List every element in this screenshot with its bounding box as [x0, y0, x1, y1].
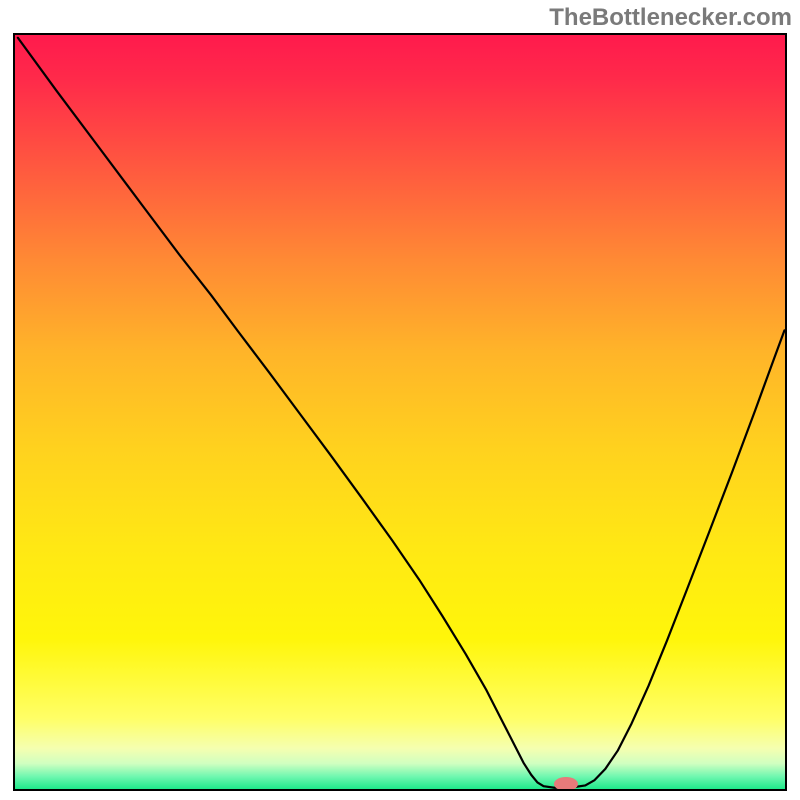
chart-container: TheBottlenecker.com	[0, 0, 800, 800]
bottleneck-chart	[0, 0, 800, 800]
optimal-marker	[554, 777, 578, 791]
gradient-background	[14, 34, 786, 790]
